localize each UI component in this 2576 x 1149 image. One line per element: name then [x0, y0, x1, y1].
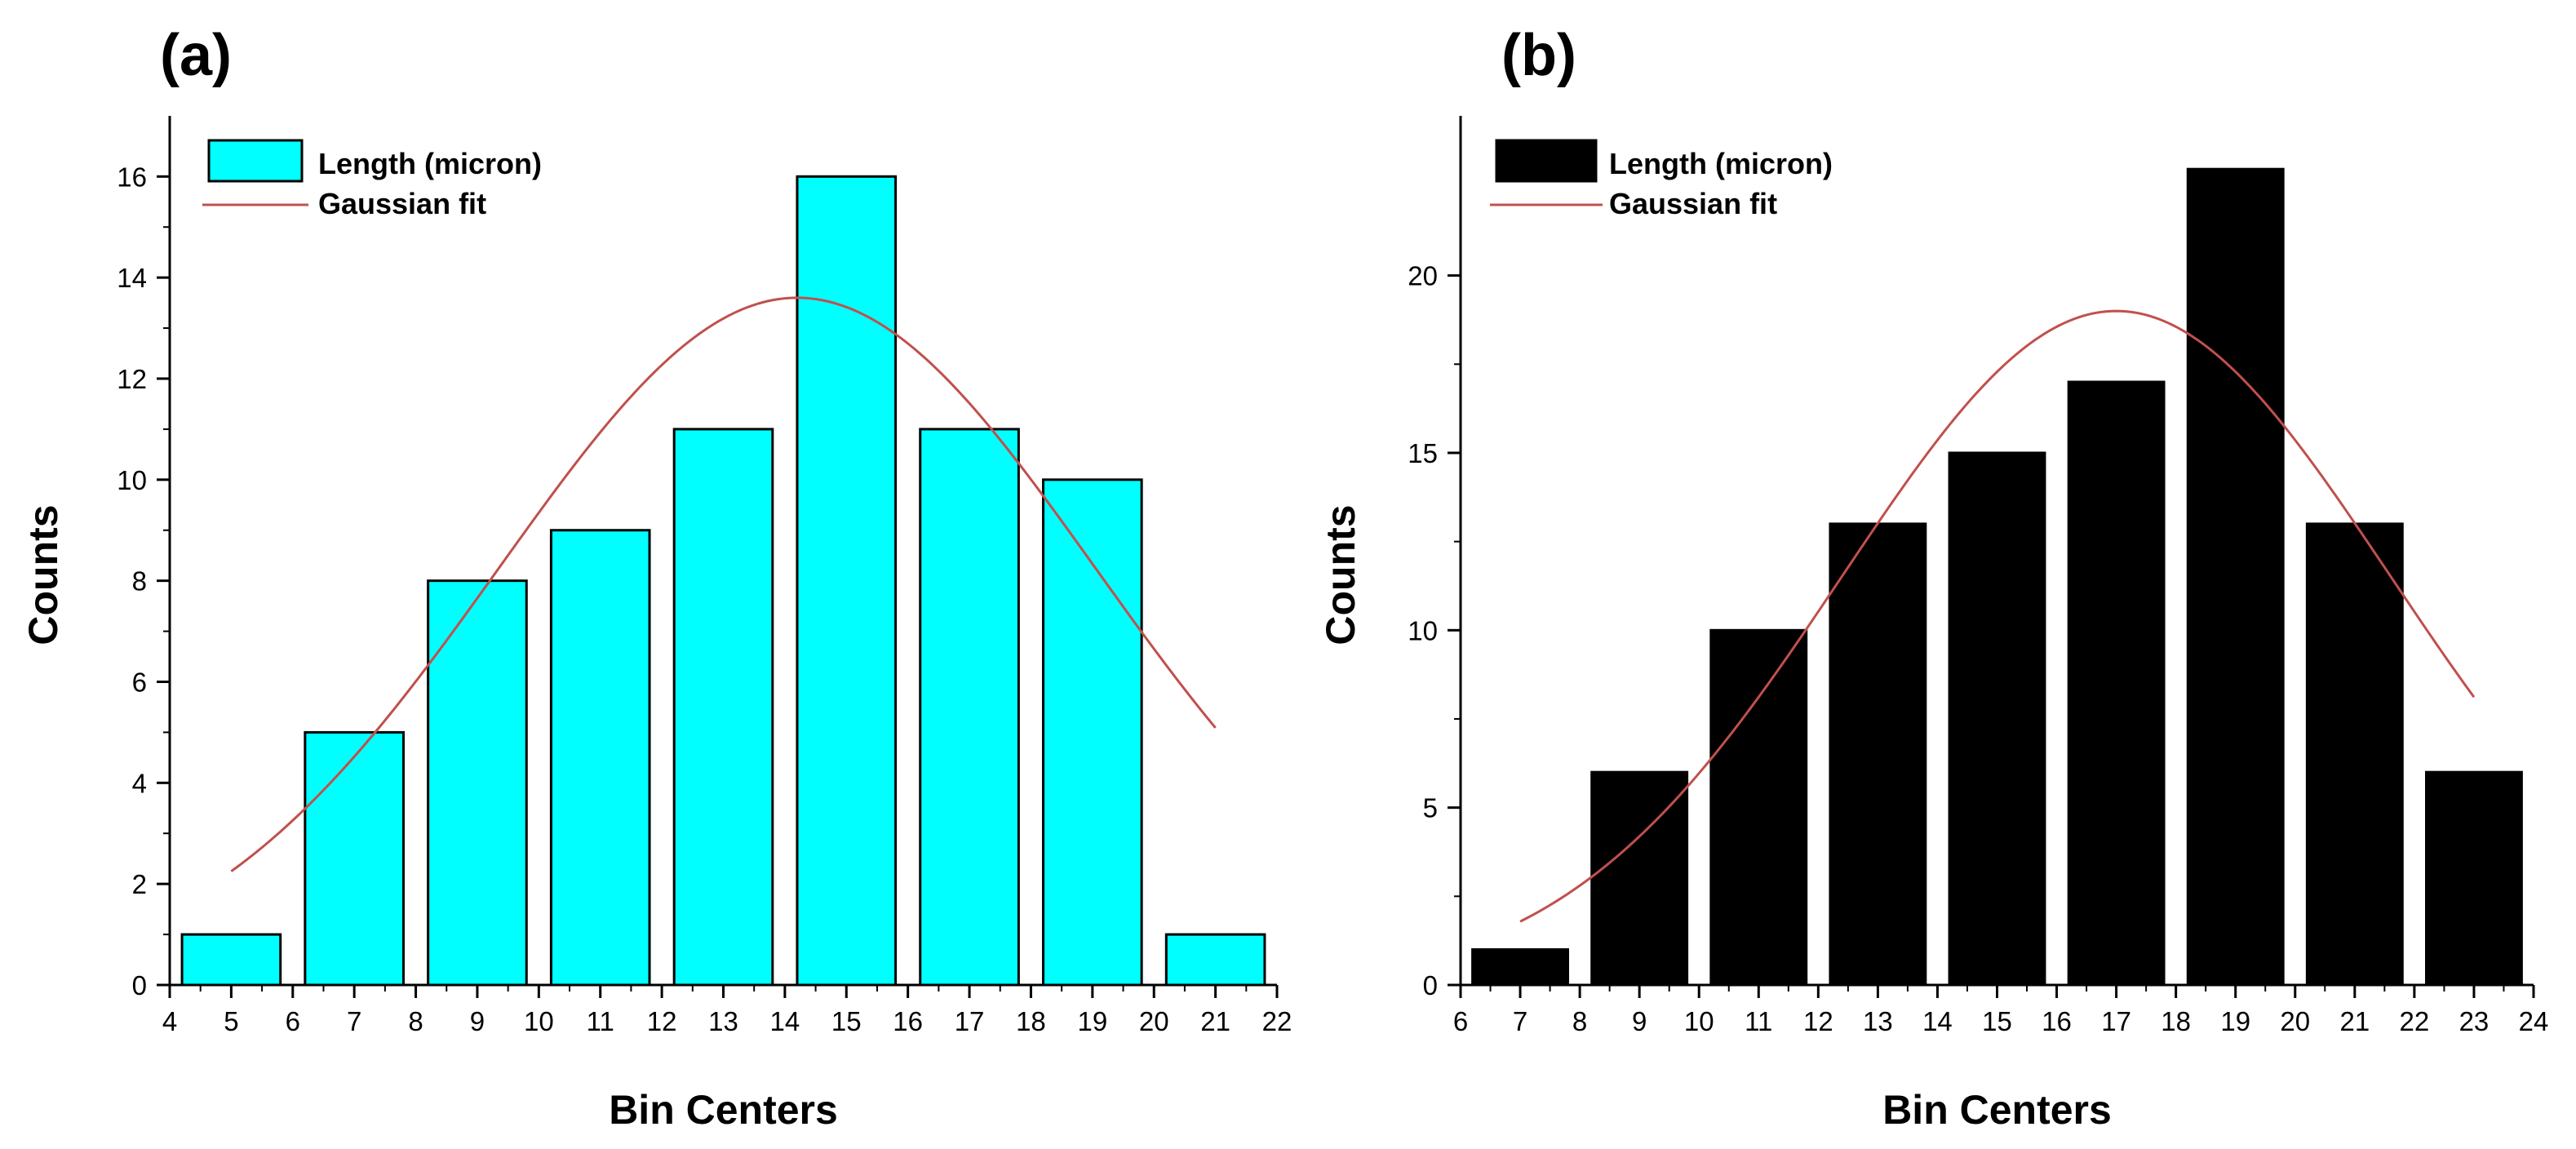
- gaussian-fit-line: [1519, 309, 2476, 923]
- y-tick-label: 2: [132, 869, 147, 899]
- y-tick-label: 4: [132, 768, 147, 798]
- x-tick-label: 17: [2101, 1006, 2131, 1036]
- bar-7: [304, 730, 405, 987]
- y-tick-label: 5: [1423, 793, 1438, 823]
- x-tick-label: 15: [1982, 1006, 2012, 1036]
- x-tick-label: 23: [2459, 1006, 2490, 1036]
- x-tick-label: 11: [587, 1006, 614, 1036]
- x-tick-label: 9: [470, 1006, 485, 1036]
- panel-a: (a) 4 5 6 7 8 9 10 11 12 13 14 15 16 17 18 19 20 21 22 0 2 4 6 8…: [20, 23, 1292, 1133]
- legend-label-fit: Gaussian fit: [1609, 187, 1777, 220]
- x-tick-label: 16: [893, 1006, 923, 1036]
- bar-23: [2425, 770, 2523, 987]
- bar-13: [672, 428, 774, 987]
- y-tick-label: 15: [1408, 438, 1438, 468]
- x-tick-label: 5: [224, 1006, 238, 1036]
- x-tick-label: 8: [1572, 1006, 1587, 1036]
- x-tick-label: 7: [347, 1006, 361, 1036]
- y-tick-label: 8: [132, 566, 147, 597]
- bar-11: [549, 529, 651, 987]
- x-tick-label: 8: [408, 1006, 423, 1036]
- bar-9: [1590, 770, 1689, 987]
- x-tick-label: 20: [1139, 1006, 1169, 1036]
- legend-label-bars: Length (micron): [1609, 147, 1833, 180]
- gaussian-fit-line: [230, 296, 1217, 872]
- panel-b: (b) 6 7 8 9 10 11 12 13 14 15 16 17 18 19 20 21 22 23 24 0 5 1…: [1318, 23, 2548, 1133]
- bar-17: [919, 428, 1020, 987]
- x-tick-label: 18: [2161, 1006, 2191, 1036]
- x-tick-label: 13: [1863, 1006, 1893, 1036]
- y-tick-label: 12: [117, 364, 147, 394]
- bar-19: [2186, 167, 2285, 987]
- x-tick-label: 12: [647, 1006, 677, 1036]
- x-tick-label: 10: [524, 1006, 554, 1036]
- legend-swatch-bars: [1495, 139, 1598, 183]
- bar-17: [2067, 380, 2166, 987]
- x-tick-label: 15: [831, 1006, 862, 1036]
- x-tick-label: 12: [1803, 1006, 1833, 1036]
- legend-label-bars: Length (micron): [318, 147, 542, 180]
- y-axis-title: Counts: [20, 504, 66, 645]
- panel-label: (b): [1501, 23, 1576, 88]
- x-tick-label: 22: [2400, 1006, 2430, 1036]
- x-tick-label: 24: [2519, 1006, 2549, 1036]
- y-tick-label: 6: [132, 667, 147, 697]
- x-tick-label: 17: [955, 1006, 985, 1036]
- x-tick-label: 4: [162, 1006, 177, 1036]
- x-tick-label: 20: [2280, 1006, 2310, 1036]
- x-tick-label: 14: [1922, 1006, 1953, 1036]
- panel-label: (a): [160, 23, 232, 88]
- x-tick-label: 7: [1513, 1006, 1527, 1036]
- x-tick-label: 16: [2042, 1006, 2072, 1036]
- x-tick-label: 13: [708, 1006, 738, 1036]
- bar-21: [1164, 933, 1266, 987]
- y-tick-label: 0: [132, 970, 147, 1000]
- x-axis-title: Bin Centers: [609, 1087, 838, 1133]
- y-tick-label: 14: [117, 263, 147, 293]
- bar-13: [1829, 522, 1927, 987]
- y-tick-label: 16: [117, 162, 147, 192]
- bar-7: [1471, 948, 1569, 987]
- x-tick-label: 11: [1745, 1006, 1772, 1036]
- x-tick-label: 22: [1262, 1006, 1292, 1036]
- bar-5: [180, 933, 282, 987]
- bar-15: [796, 175, 898, 987]
- bar-19: [1042, 478, 1143, 987]
- bar-11: [1709, 628, 1808, 987]
- bar-21: [2305, 522, 2404, 987]
- x-tick-label: 21: [2339, 1006, 2370, 1036]
- x-tick-label: 10: [1684, 1006, 1714, 1036]
- x-tick-label: 21: [1200, 1006, 1230, 1036]
- y-tick-label: 0: [1423, 970, 1438, 1000]
- legend-swatch-bars: [207, 139, 304, 183]
- x-tick-label: 6: [1453, 1006, 1468, 1036]
- y-tick-label: 20: [1408, 261, 1438, 291]
- x-tick-label: 19: [1077, 1006, 1107, 1036]
- bar-15: [1948, 451, 2046, 987]
- bar-9: [427, 579, 528, 987]
- x-axis-title: Bin Centers: [1882, 1087, 2112, 1133]
- x-tick-label: 19: [2220, 1006, 2250, 1036]
- x-tick-label: 18: [1016, 1006, 1046, 1036]
- x-tick-label: 14: [770, 1006, 800, 1036]
- y-tick-label: 10: [1408, 615, 1438, 645]
- x-tick-label: 9: [1632, 1006, 1647, 1036]
- y-axis-title: Counts: [1318, 504, 1363, 645]
- legend-label-fit: Gaussian fit: [318, 187, 486, 220]
- y-tick-label: 10: [117, 465, 147, 495]
- x-tick-label: 6: [286, 1006, 300, 1036]
